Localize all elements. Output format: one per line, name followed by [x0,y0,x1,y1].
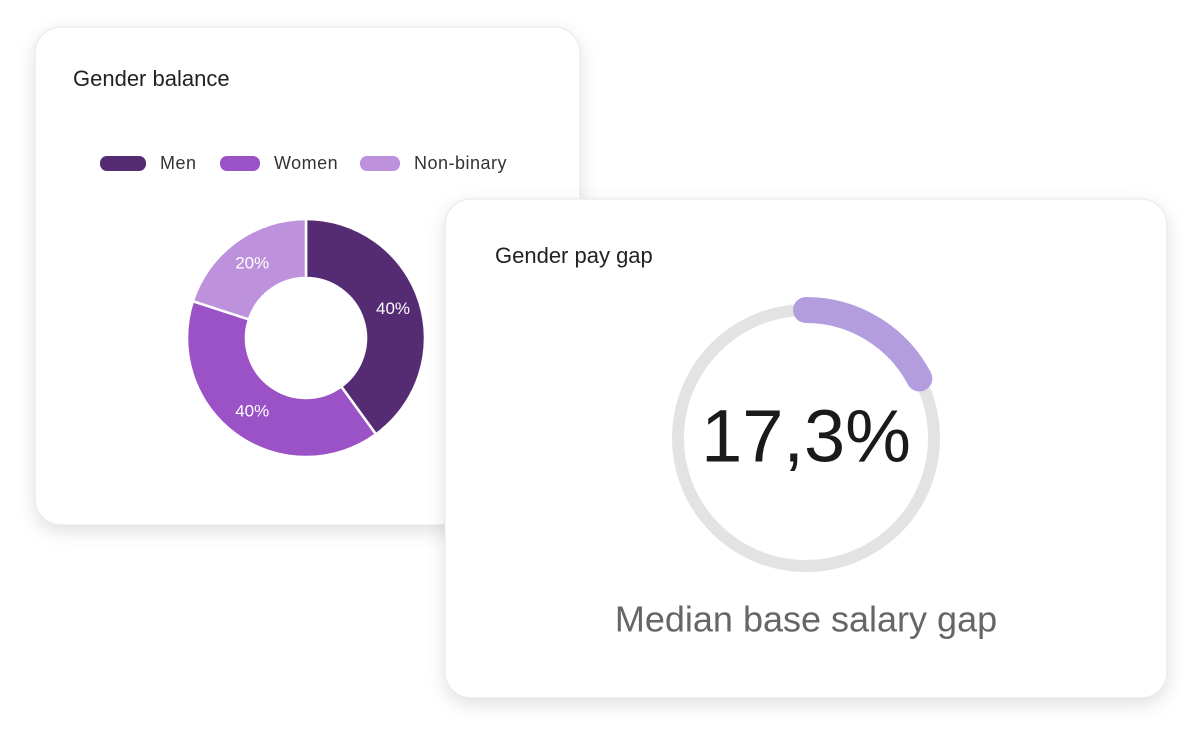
slice-label: 20% [235,253,269,272]
slice-label: 40% [376,299,410,318]
card-title: Gender pay gap [495,243,653,268]
legend-label: Men [160,153,197,173]
legend-swatch [220,156,260,171]
legend-label: Women [274,153,338,173]
gauge-arc [793,297,933,392]
gender-pay-gap-card: Gender pay gap 17,3% Median base salary g… [444,198,1168,699]
legend-swatch [100,156,146,171]
gauge-subtitle: Median base salary gap [615,599,997,640]
legend-label: Non-binary [414,153,507,173]
donut-slice [191,217,308,322]
slice-label: 40% [235,402,269,421]
legend-swatch [360,156,400,171]
gauge-value: 17,3% [701,395,911,478]
donut-slice [185,299,378,459]
gender-balance-card: Gender balance Men Women Non-binary 40% 40% 2… [34,26,581,526]
card-background [444,198,1168,699]
card-title: Gender balance [73,66,230,91]
donut-slice [304,217,427,437]
